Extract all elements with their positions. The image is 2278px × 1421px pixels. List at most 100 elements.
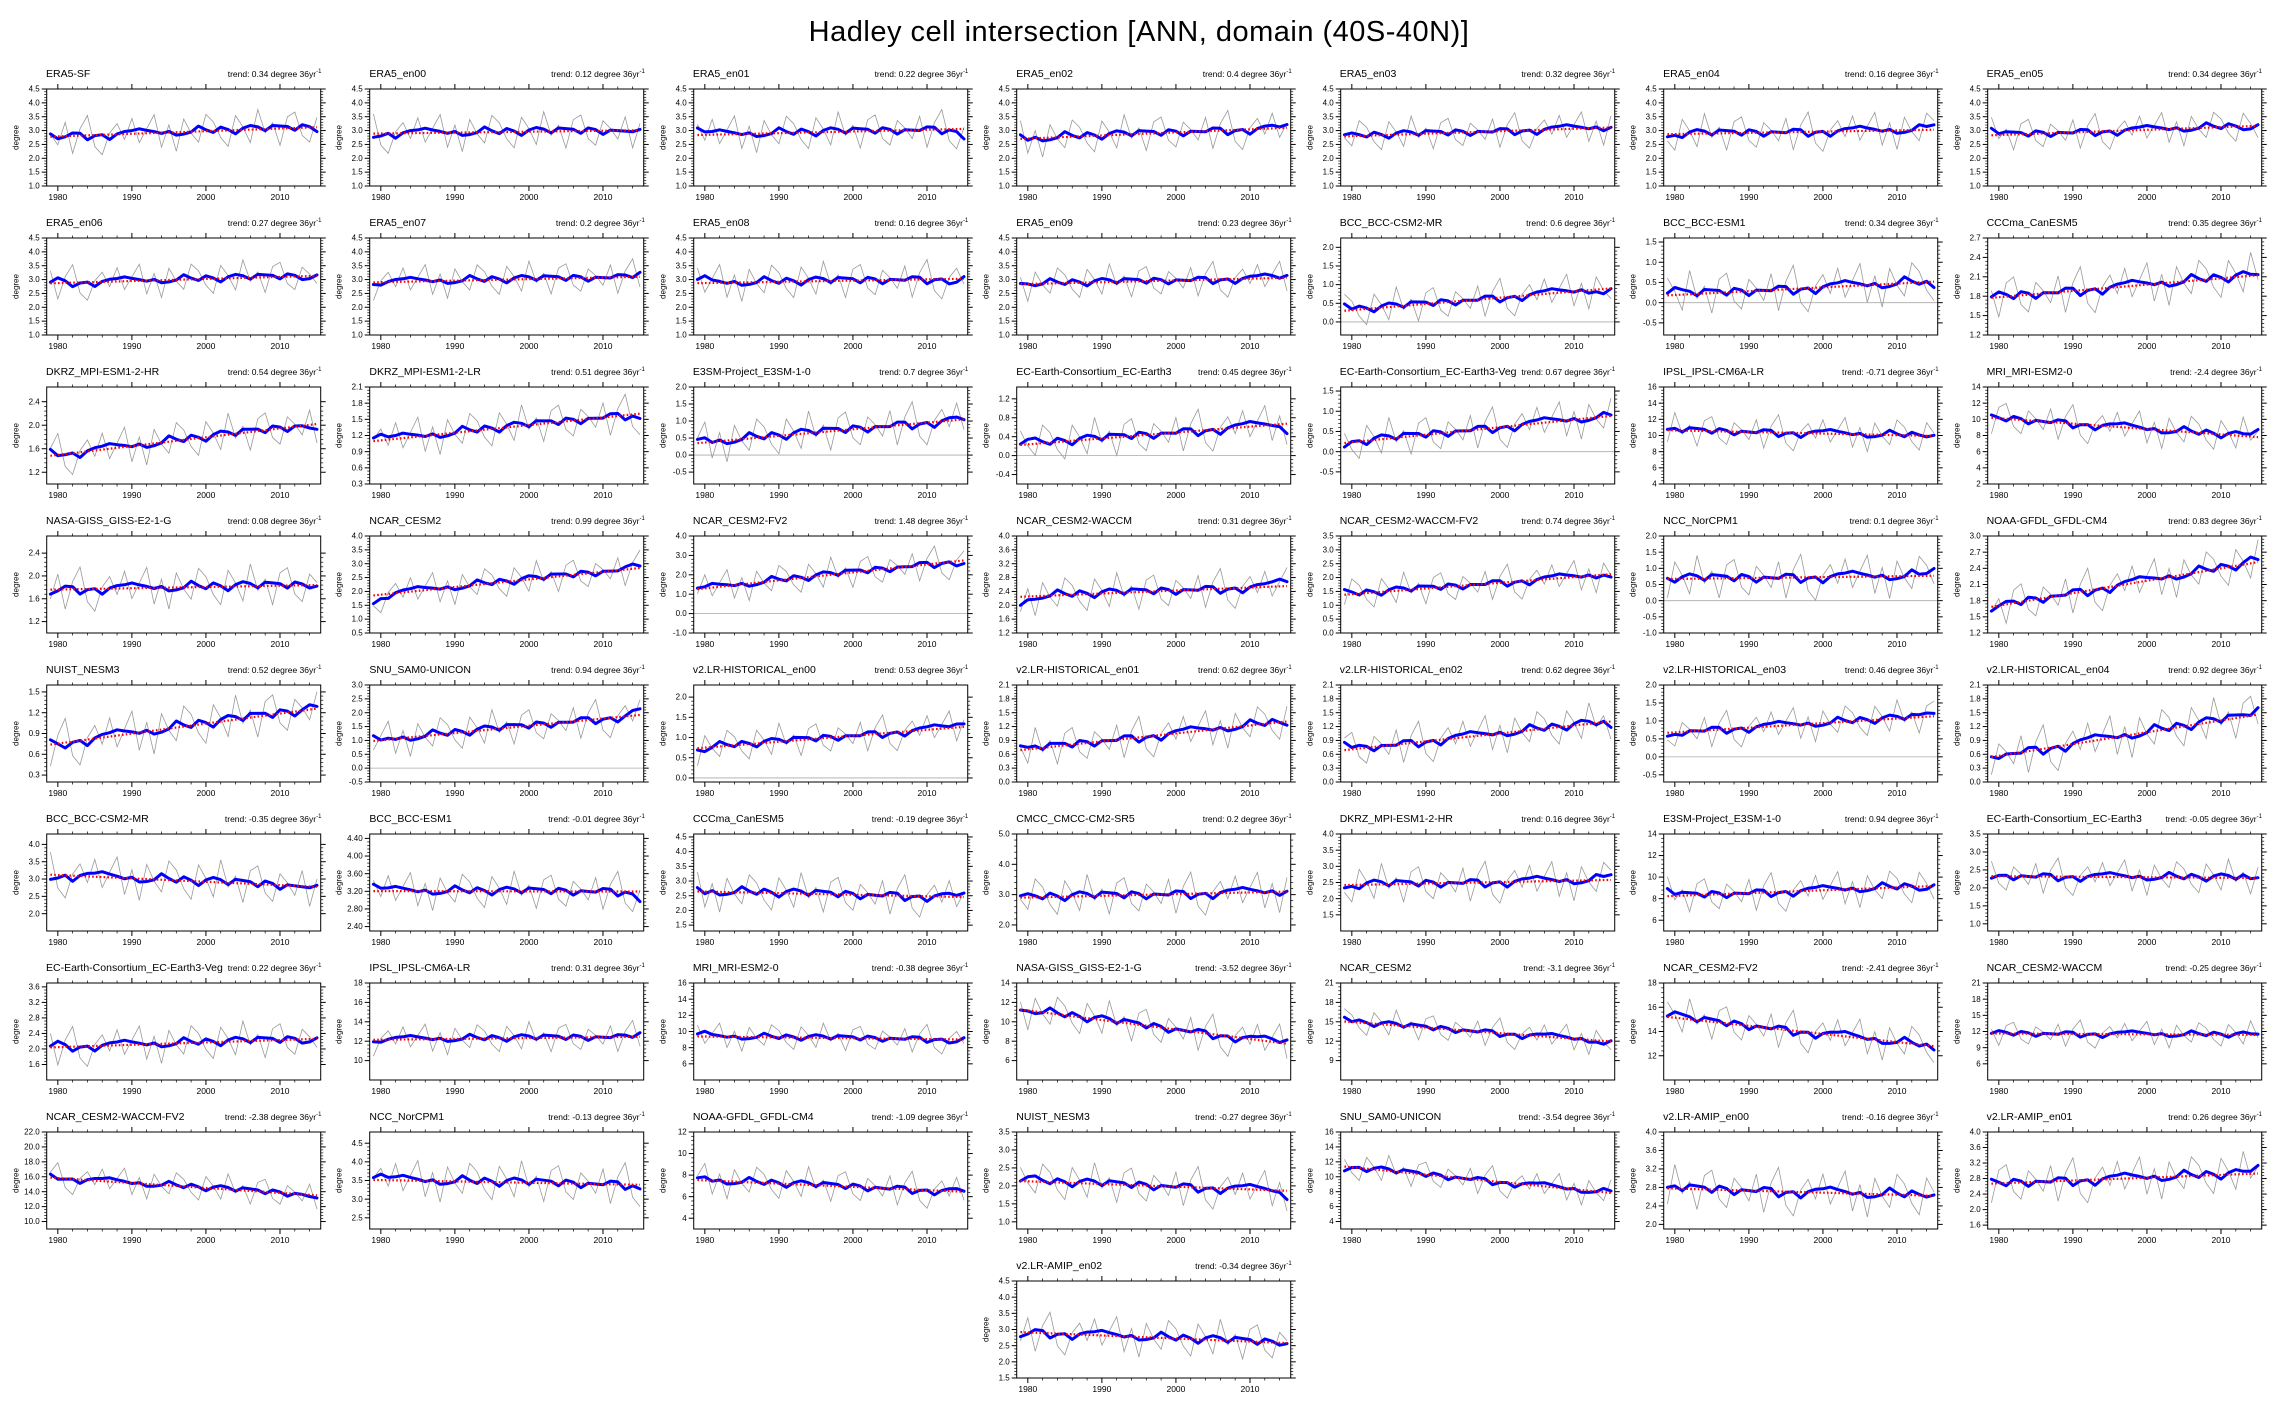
panel-header: DKRZ_MPI-ESM1-2-LR trend: 0.51 degree 36y… bbox=[331, 364, 652, 381]
plot-canvas: 4 6 8 10 12 14 16 1980 1990 2000 2010 degree bbox=[1629, 382, 1943, 500]
svg-text:1980: 1980 bbox=[1342, 639, 1361, 649]
svg-text:2.5: 2.5 bbox=[352, 289, 364, 298]
svg-text:4.5: 4.5 bbox=[1969, 85, 1981, 94]
chart-panel: CMCC_CMCC-CM2-SR5 trend: 0.2 degree 36yr-… bbox=[978, 811, 1299, 957]
svg-text:4.0: 4.0 bbox=[1646, 98, 1658, 107]
svg-text:2010: 2010 bbox=[917, 341, 936, 351]
svg-text:2000: 2000 bbox=[1167, 192, 1186, 202]
svg-text:2000: 2000 bbox=[520, 341, 539, 351]
svg-text:1.0: 1.0 bbox=[29, 182, 41, 191]
svg-text:4: 4 bbox=[1652, 480, 1657, 489]
y-axis-label: degree bbox=[335, 125, 344, 150]
svg-text:2.0: 2.0 bbox=[675, 383, 687, 392]
trend-label: trend: 0.27 degree 36yr-1 bbox=[227, 218, 322, 228]
svg-text:2010: 2010 bbox=[271, 490, 290, 500]
chart-panel: EC-Earth-Consortium_EC-Earth3 trend: 0.45… bbox=[978, 364, 1299, 510]
svg-text:1990: 1990 bbox=[2063, 788, 2082, 798]
panel-header: ERA5_en08 trend: 0.16 degree 36yr-1 bbox=[655, 215, 976, 232]
svg-text:4.0: 4.0 bbox=[675, 847, 687, 856]
svg-text:2.0: 2.0 bbox=[29, 154, 41, 163]
panel-header: NASA-GISS_GISS-E2-1-G trend: -3.52 degree… bbox=[978, 960, 1299, 977]
svg-text:1990: 1990 bbox=[1416, 937, 1435, 947]
svg-text:2000: 2000 bbox=[1167, 788, 1186, 798]
panel-header: EC-Earth-Consortium_EC-Earth3 trend: 0.45… bbox=[978, 364, 1299, 381]
svg-text:3.5: 3.5 bbox=[675, 862, 687, 871]
svg-text:2.0: 2.0 bbox=[1322, 894, 1334, 903]
svg-text:1.5: 1.5 bbox=[29, 168, 41, 177]
svg-text:0.5: 0.5 bbox=[1646, 734, 1658, 743]
trend-label: trend: -0.05 degree 36yr-1 bbox=[2165, 814, 2262, 824]
svg-text:2010: 2010 bbox=[1564, 341, 1583, 351]
panel-header: BCC_BCC-CSM2-MR trend: -0.35 degree 36yr-… bbox=[8, 811, 329, 828]
svg-text:2.5: 2.5 bbox=[1322, 140, 1334, 149]
trend-label: trend: -0.01 degree 36yr-1 bbox=[548, 814, 645, 824]
svg-text:1980: 1980 bbox=[1989, 937, 2008, 947]
svg-text:1980: 1980 bbox=[1989, 341, 2008, 351]
svg-text:1990: 1990 bbox=[1093, 788, 1112, 798]
svg-text:1.5: 1.5 bbox=[1969, 708, 1981, 717]
panel-header: v2.LR-HISTORICAL_en00 trend: 0.53 degree … bbox=[655, 662, 976, 679]
svg-text:2.0: 2.0 bbox=[29, 421, 41, 430]
panel-header: NCAR_CESM2-WACCM trend: -0.25 degree 36yr… bbox=[1949, 960, 2270, 977]
svg-text:0.0: 0.0 bbox=[352, 764, 364, 773]
svg-text:1990: 1990 bbox=[1740, 937, 1759, 947]
y-axis-label: degree bbox=[1952, 721, 1961, 746]
trend-label: trend: 0.67 degree 36yr-1 bbox=[1521, 367, 1616, 377]
trend-label: trend: 0.62 degree 36yr-1 bbox=[1197, 665, 1292, 675]
svg-text:1990: 1990 bbox=[122, 192, 141, 202]
svg-text:2000: 2000 bbox=[1167, 937, 1186, 947]
panel-header: ERA5_en01 trend: 0.22 degree 36yr-1 bbox=[655, 66, 976, 83]
plot-canvas: 1.0 1.5 2.0 2.5 3.0 3.5 4.0 4.5 1980 1990 2000 2010… bbox=[335, 233, 650, 351]
panel-title: CCCma_CanESM5 bbox=[692, 813, 784, 825]
svg-text:2000: 2000 bbox=[196, 937, 215, 947]
svg-text:3.0: 3.0 bbox=[1969, 126, 1981, 135]
svg-text:3.0: 3.0 bbox=[1969, 848, 1981, 857]
y-axis-label: degree bbox=[1305, 1168, 1314, 1193]
svg-text:3.0: 3.0 bbox=[1322, 862, 1334, 871]
svg-text:1.5: 1.5 bbox=[675, 317, 687, 326]
svg-text:0.5: 0.5 bbox=[1646, 580, 1658, 589]
svg-text:0.6: 0.6 bbox=[999, 750, 1011, 759]
svg-text:2010: 2010 bbox=[917, 788, 936, 798]
svg-text:2.0: 2.0 bbox=[1322, 154, 1334, 163]
svg-text:1980: 1980 bbox=[1665, 490, 1684, 500]
panel-header: NCC_NorCPM1 trend: -0.13 degree 36yr-1 bbox=[331, 1109, 652, 1126]
svg-text:4.5: 4.5 bbox=[1322, 85, 1334, 94]
svg-text:2.1: 2.1 bbox=[352, 383, 364, 392]
chart-panel: v2.LR-HISTORICAL_en00 trend: 0.53 degree … bbox=[655, 662, 976, 808]
trend-label: trend: 0.22 degree 36yr-1 bbox=[874, 69, 969, 79]
panel-title: v2.LR-HISTORICAL_en00 bbox=[692, 664, 816, 676]
panel-header: BCC_BCC-CSM2-MR trend: 0.6 degree 36yr-1 bbox=[1302, 215, 1623, 232]
svg-text:1.5: 1.5 bbox=[1322, 168, 1334, 177]
svg-text:1990: 1990 bbox=[2063, 937, 2082, 947]
svg-text:2.5: 2.5 bbox=[29, 140, 41, 149]
svg-text:2.5: 2.5 bbox=[352, 694, 364, 703]
chart-panel: E3SM-Project_E3SM-1-0 trend: 0.7 degree 3… bbox=[655, 364, 976, 510]
svg-text:1990: 1990 bbox=[769, 937, 788, 947]
plot-canvas: 1.0 1.5 2.0 2.5 3.0 3.5 4.0 4.5 1980 1990 2000 2010… bbox=[659, 84, 973, 202]
svg-text:3.0: 3.0 bbox=[675, 275, 687, 284]
svg-text:1980: 1980 bbox=[372, 192, 391, 202]
svg-text:1.0: 1.0 bbox=[1322, 182, 1334, 191]
y-axis-label: degree bbox=[335, 1168, 344, 1193]
svg-text:1990: 1990 bbox=[446, 341, 465, 351]
svg-text:2.0: 2.0 bbox=[352, 154, 364, 163]
plot-canvas: 0.3 0.6 0.9 1.2 1.5 1.8 2.1 1980 1990 2000 2010 deg… bbox=[335, 382, 650, 500]
svg-text:4.0: 4.0 bbox=[1969, 98, 1981, 107]
figure-grid: ERA5-SF trend: 0.34 degree 36yr-1 1.0 1.5 2.… bbox=[8, 66, 2270, 1404]
svg-text:1.5: 1.5 bbox=[999, 168, 1011, 177]
trend-label: trend: -2.38 degree 36yr-1 bbox=[224, 1112, 322, 1122]
svg-text:1.5: 1.5 bbox=[352, 415, 364, 424]
svg-text:2010: 2010 bbox=[1564, 937, 1583, 947]
svg-text:0.9: 0.9 bbox=[1322, 736, 1334, 745]
svg-text:1.2: 1.2 bbox=[29, 468, 41, 477]
svg-text:1990: 1990 bbox=[1740, 490, 1759, 500]
svg-text:1980: 1980 bbox=[695, 788, 714, 798]
panel-header: IPSL_IPSL-CM6A-LR trend: -0.71 degree 36y… bbox=[1625, 364, 1946, 381]
svg-text:4.0: 4.0 bbox=[1322, 98, 1334, 107]
svg-text:2.4: 2.4 bbox=[29, 397, 41, 406]
y-axis-label: degree bbox=[982, 1317, 991, 1342]
svg-text:4.0: 4.0 bbox=[29, 247, 41, 256]
